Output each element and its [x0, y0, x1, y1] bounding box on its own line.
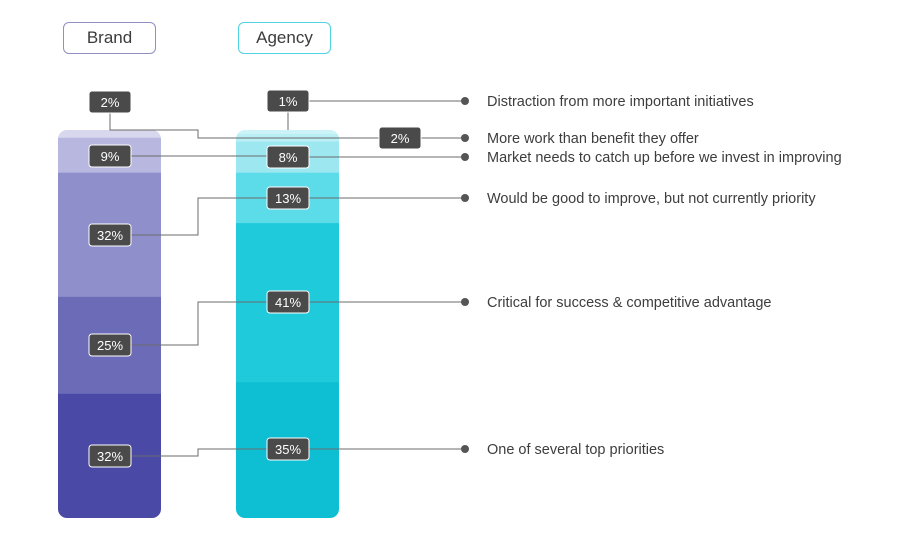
agency-value-label-1-text: 2% [391, 131, 410, 146]
brand-value-label-2: 9% [88, 144, 132, 168]
agency-value-label-0-text: 1% [279, 94, 298, 109]
brand-value-label-4-box [88, 333, 132, 357]
agency-value-label-2-text: 8% [279, 150, 298, 165]
agency-segment-0 [236, 130, 339, 135]
brand-value-label-2-box [88, 144, 132, 168]
agency-value-label-0-box [266, 89, 310, 113]
brand-value-label-4: 25% [88, 333, 132, 357]
legend-entry-4: Critical for success & competitive advan… [487, 295, 772, 311]
connector-brand-2 [109, 113, 379, 139]
brand-value-label-0-box [88, 90, 132, 114]
agency-value-label-2: 8% [266, 145, 310, 169]
agency-value-label-3: 13% [266, 186, 310, 210]
agency-value-label-0: 1% [266, 89, 310, 113]
brand-value-label-5-box [88, 444, 132, 468]
brand-value-label-0: 2% [88, 90, 132, 114]
brand-value-label-3-text: 32% [97, 228, 123, 243]
legend-entry-3: Would be good to improve, but not curren… [487, 191, 816, 207]
legend-entry-2: Market needs to catch up before we inves… [487, 150, 842, 166]
legend-dot-5 [461, 445, 469, 453]
agency-value-label-5-text: 35% [275, 442, 301, 457]
brand-column-header: Brand [63, 22, 156, 54]
connector-brand-25 [131, 301, 267, 346]
agency-value-label-1: 2% [378, 126, 422, 150]
agency-value-label-4: 41% [266, 290, 310, 314]
brand-value-label-3-box [88, 223, 132, 247]
agency-value-label-5: 35% [266, 437, 310, 461]
agency-value-label-2-box [266, 145, 310, 169]
agency-value-label-4-text: 41% [275, 295, 301, 310]
brand-value-label-5: 32% [88, 444, 132, 468]
connector-brand-32a [131, 197, 267, 236]
agency-value-label-3-text: 13% [275, 191, 301, 206]
connector-brand-32b [131, 448, 267, 457]
brand-segment-0 [58, 130, 161, 139]
brand-value-label-2-text: 9% [101, 149, 120, 164]
legend-dot-0 [461, 97, 469, 105]
agency-value-label-1-box [378, 126, 422, 150]
brand-value-label-5-text: 32% [97, 449, 123, 464]
agency-value-label-4-box [266, 290, 310, 314]
brand-value-label-4-text: 25% [97, 338, 123, 353]
legend-entry-1: More work than benefit they offer [487, 131, 699, 147]
agency-value-label-5-box [266, 437, 310, 461]
legend-dot-3 [461, 194, 469, 202]
legend-dot-4 [461, 298, 469, 306]
legend-entry-0: Distraction from more important initiati… [487, 94, 754, 110]
legend-dot-2 [461, 153, 469, 161]
agency-value-label-3-box [266, 186, 310, 210]
brand-value-label-0-text: 2% [101, 95, 120, 110]
agency-column-header: Agency [238, 22, 331, 54]
brand-value-label-3: 32% [88, 223, 132, 247]
legend-entry-5: One of several top priorities [487, 442, 664, 458]
legend-dot-1 [461, 134, 469, 142]
